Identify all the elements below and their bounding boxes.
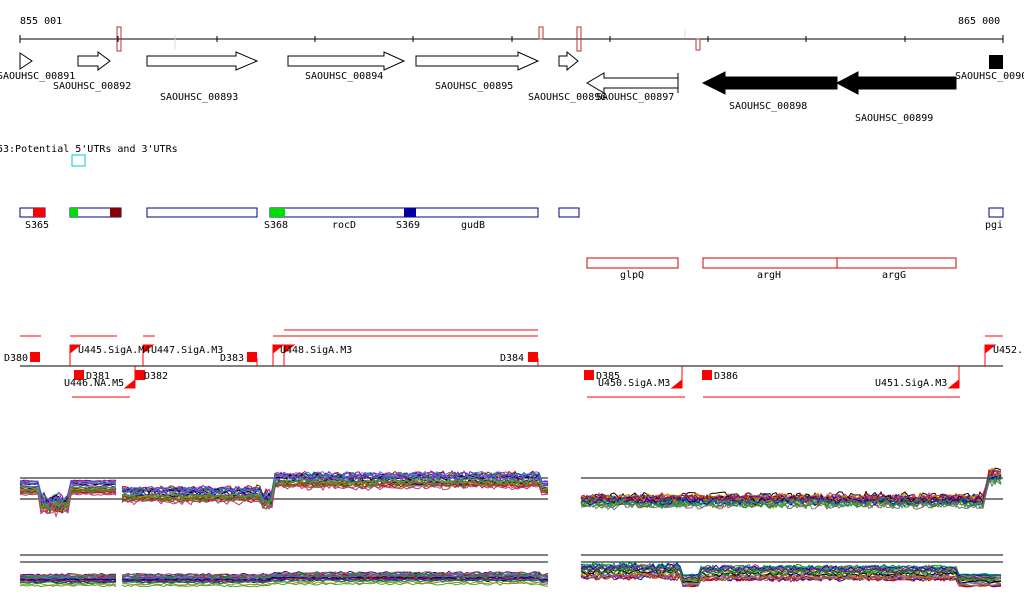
utr-track: 53:Potential 5'UTRs and 3'UTRs — [0, 144, 178, 167]
utr-track-title: 53:Potential 5'UTRs and 3'UTRs — [0, 144, 178, 155]
site-track: D380 U445.SigA.M4 U447.SigA.M3 D383 U448… — [4, 329, 1023, 398]
expression-trace — [121, 473, 549, 501]
expression-trace — [19, 491, 117, 514]
gene-arrow — [701, 71, 838, 95]
site-label: D383 — [220, 353, 244, 364]
expression-trace — [19, 578, 117, 581]
gene-block — [989, 55, 1003, 69]
expression-trace — [121, 574, 548, 580]
expression-trace — [19, 492, 117, 518]
expression-trace — [580, 478, 1002, 510]
gene-track: SAOUHSC_00891 SAOUHSC_00892 SAOUHSC_0089… — [0, 50, 1024, 124]
operon-label: pgi — [985, 220, 1003, 231]
expression-trace — [19, 573, 117, 577]
gene-arrow — [586, 72, 679, 94]
gene-arrow — [835, 71, 957, 95]
ruler-markers — [116, 26, 701, 52]
operon-label: argH — [757, 270, 781, 281]
utr-box — [71, 154, 86, 167]
site-label: U450.SigA.M3 — [598, 378, 670, 389]
gene-label: SAOUHSC_00891 — [0, 71, 75, 82]
site-label: D386 — [714, 371, 738, 382]
expression-trace — [19, 579, 117, 583]
operon-label: S369 — [396, 220, 420, 231]
gene-arrow — [19, 52, 33, 70]
expression-trace — [121, 475, 549, 500]
gene-arrow — [287, 51, 406, 71]
site-label: U451.SigA.M3 — [875, 378, 947, 389]
site-label: D384 — [500, 353, 524, 364]
site-label: U446.NA.M5 — [64, 378, 124, 389]
expression-trace — [121, 582, 549, 588]
gene-label: SAOUHSC_00898 — [729, 101, 807, 112]
operon-label: rocD — [332, 220, 356, 231]
expression-trace — [121, 577, 549, 583]
expression-trace — [19, 486, 117, 511]
expression-trace — [121, 578, 549, 585]
operon-label: gudB — [461, 220, 485, 231]
site-label: U448.SigA.M3 — [280, 345, 352, 356]
expression-trace — [19, 582, 117, 586]
gene-label: SAOUHSC_00897 — [596, 92, 674, 103]
expression-trace — [580, 562, 1002, 577]
expression-track — [19, 467, 1003, 588]
expression-trace — [121, 477, 549, 505]
site-label: U445.SigA.M4 — [78, 345, 150, 356]
expression-trace — [580, 561, 1002, 577]
gene-label: SAOUHSC_00900 — [955, 71, 1024, 82]
operon-label: glpQ — [620, 270, 644, 281]
expression-trace — [19, 575, 117, 579]
expression-trace — [121, 570, 549, 577]
site-label: D382 — [144, 371, 168, 382]
operon-label: S368 — [264, 220, 288, 231]
gene-label: SAOUHSC_00896 — [528, 92, 606, 103]
expression-trace — [20, 488, 117, 512]
site-label: D380 — [4, 353, 28, 364]
gene-label: SAOUHSC_00899 — [855, 113, 933, 124]
site-label: U452. — [993, 345, 1023, 356]
gene-arrow — [77, 51, 111, 71]
expression-trace — [19, 576, 117, 580]
gene-label: SAOUHSC_00894 — [305, 71, 383, 82]
expression-trace — [20, 482, 117, 508]
expression-trace — [580, 475, 1002, 508]
expression-trace — [580, 470, 1002, 506]
operon-track: S365 S368 rocD S369 gudB pgi glpQ argH a… — [19, 207, 1004, 281]
coordinate-ruler: 855 001 865 000 — [19, 16, 1004, 52]
gene-label: SAOUHSC_00895 — [435, 81, 513, 92]
operon-label: S365 — [25, 220, 49, 231]
gene-label: SAOUHSC_00892 — [53, 81, 131, 92]
expression-trace — [19, 581, 117, 585]
expression-trace — [580, 470, 1002, 505]
gene-arrow — [415, 51, 540, 71]
expression-trace — [122, 483, 549, 510]
site-label: U447.SigA.M3 — [151, 345, 223, 356]
ruler-ticks — [19, 35, 1004, 43]
gene-arrow — [146, 51, 259, 71]
site-label: D381 — [86, 371, 110, 382]
site-label: D385 — [596, 371, 620, 382]
expression-trace — [122, 580, 549, 586]
ruler-end-label: 865 000 — [958, 16, 1000, 27]
expression-trace — [580, 571, 1002, 587]
gene-arrow — [558, 50, 579, 72]
expression-trace — [580, 568, 1002, 584]
gene-label: SAOUHSC_00893 — [160, 92, 238, 103]
ruler-start-label: 855 001 — [20, 16, 62, 27]
operon-label: argG — [882, 270, 906, 281]
